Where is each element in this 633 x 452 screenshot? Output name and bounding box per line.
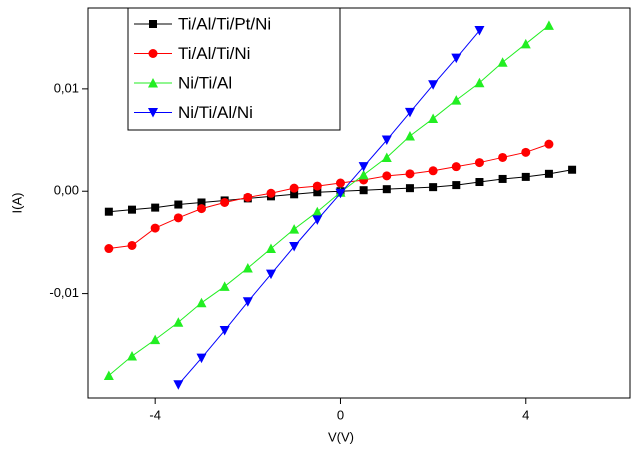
marker (335, 178, 345, 188)
marker (173, 380, 184, 390)
marker (220, 197, 230, 207)
marker (544, 139, 554, 149)
y-tick-label: 0,00 (54, 183, 79, 198)
x-tick-label: 0 (337, 407, 344, 422)
y-axis-label: I(A) (9, 193, 24, 214)
marker (242, 297, 253, 307)
marker (149, 20, 157, 28)
marker (289, 224, 300, 234)
legend-box (127, 7, 341, 131)
marker (148, 49, 158, 58)
y-tick-label: -0,01 (49, 285, 79, 300)
marker (127, 351, 138, 361)
marker (173, 213, 183, 223)
marker (196, 297, 207, 308)
marker (290, 190, 299, 199)
marker (452, 181, 461, 190)
marker (474, 26, 485, 36)
marker (568, 165, 577, 174)
marker (312, 181, 322, 191)
legend-label: Ni/Ti/Al (178, 73, 232, 92)
marker (289, 242, 300, 252)
marker (428, 166, 438, 176)
plot-frame (87, 7, 631, 399)
marker (405, 169, 415, 179)
marker (242, 263, 253, 273)
marker (174, 200, 183, 209)
marker (150, 223, 160, 233)
marker (219, 281, 230, 291)
legend-label: Ti/Al/Ti/Pt/Ni (178, 14, 271, 33)
marker (405, 184, 414, 193)
marker (451, 53, 462, 64)
marker (128, 205, 137, 214)
marker (382, 185, 391, 194)
legend-label: Ti/Al/Ti/Ni (178, 44, 250, 63)
marker (520, 38, 531, 49)
marker (498, 152, 508, 162)
marker (335, 188, 346, 199)
marker (498, 174, 507, 183)
marker (429, 183, 438, 192)
x-tick-label: -4 (149, 407, 161, 422)
y-tick-label: 0,01 (54, 80, 79, 95)
legend-label: Ni/Ti/Al/Ni (178, 103, 253, 122)
marker (544, 169, 553, 178)
x-tick-label: 4 (522, 407, 529, 422)
marker (474, 77, 485, 88)
marker (196, 204, 206, 214)
marker (173, 317, 184, 327)
marker (475, 178, 484, 187)
marker (312, 206, 323, 217)
marker (104, 207, 113, 216)
marker (382, 171, 392, 181)
marker (474, 158, 484, 168)
marker (127, 240, 137, 250)
marker (521, 147, 531, 157)
marker (313, 188, 322, 197)
plot-area (103, 20, 577, 390)
marker (543, 20, 554, 30)
marker (497, 57, 508, 67)
marker (428, 113, 439, 124)
marker (219, 325, 230, 336)
marker (266, 188, 276, 198)
marker (521, 172, 530, 181)
marker (358, 169, 369, 180)
marker (359, 186, 368, 195)
marker (404, 107, 415, 118)
marker (151, 203, 160, 212)
marker (148, 108, 158, 118)
marker (148, 78, 158, 88)
marker (451, 95, 462, 105)
series-line (177, 30, 480, 386)
marker (358, 162, 369, 172)
marker (104, 244, 114, 254)
marker (289, 183, 299, 193)
marker (196, 353, 207, 364)
marker (381, 152, 392, 162)
marker (197, 198, 206, 207)
marker (428, 80, 439, 90)
marker (265, 243, 276, 254)
x-axis-label: V(V) (328, 429, 354, 444)
marker (451, 162, 461, 172)
marker (312, 215, 323, 225)
marker (381, 135, 392, 146)
marker (103, 370, 114, 380)
marker (265, 269, 276, 280)
marker (150, 334, 161, 345)
marker (243, 192, 253, 202)
marker (404, 130, 415, 141)
